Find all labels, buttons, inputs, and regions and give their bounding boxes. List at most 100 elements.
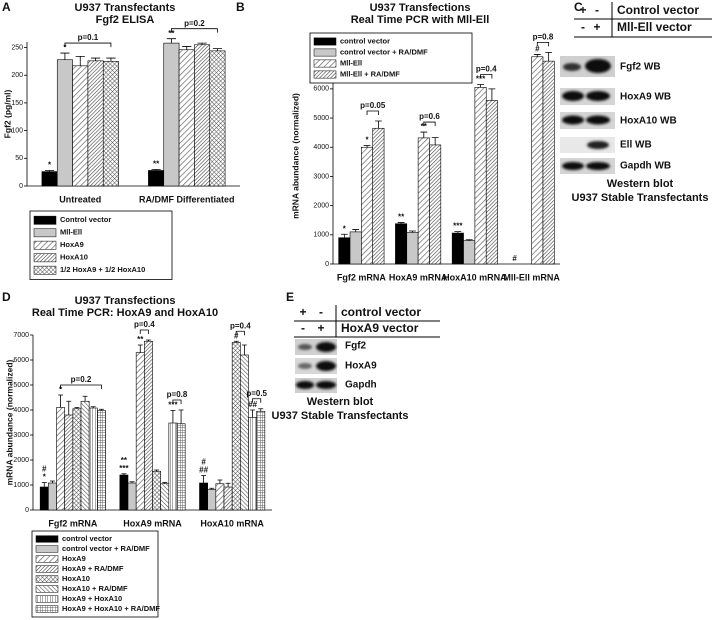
legend-label: control vector + RA/DMF <box>62 544 150 553</box>
chart-title: U937 Transfections <box>370 2 471 14</box>
bar <box>72 408 82 511</box>
error-bar <box>477 84 484 88</box>
significance-mark: ** <box>398 213 405 222</box>
p-value-label: p=0.4 <box>476 65 497 74</box>
bar <box>231 342 241 511</box>
significance-mark: ** <box>153 159 160 168</box>
bar <box>463 240 476 265</box>
significance-mark: ## <box>248 400 257 409</box>
error-bar <box>166 38 177 44</box>
error-bar <box>420 131 428 138</box>
error-bar <box>545 51 553 62</box>
significance-mark: *** <box>453 222 463 231</box>
panel-letter: E <box>286 290 294 304</box>
y-tick-label: 0 <box>25 507 29 514</box>
y-tick-label: 7000 <box>13 332 29 339</box>
error-bar <box>145 339 151 342</box>
legend-swatch <box>313 59 337 68</box>
significance-mark: ## <box>199 466 208 475</box>
blot-c: + - Control vector - + Mll-Ell vector Fg… <box>560 2 712 204</box>
legend-box <box>309 32 473 84</box>
y-tick-label: 1000 <box>313 232 329 239</box>
legend-label: HoxA9 <box>62 554 86 563</box>
y-tick-label: 2000 <box>313 202 329 209</box>
p-value-bracket <box>139 329 149 334</box>
error-bar <box>258 408 264 412</box>
blot-band <box>298 363 312 369</box>
lane-sign: - <box>319 305 323 319</box>
p-value-label: p=0.8 <box>167 390 188 399</box>
legend-label: Control vector <box>60 215 111 224</box>
significance-mark: * <box>59 385 63 394</box>
x-tick-label: Untreated <box>59 194 101 204</box>
error-bar <box>363 145 371 148</box>
y-axis-label: Fgf2 (pg/ml) <box>2 90 12 139</box>
blot-band <box>296 381 314 389</box>
bar <box>240 354 249 511</box>
error-bar <box>374 120 382 129</box>
significance-mark: ** <box>168 29 175 38</box>
band-label: Fgf2 WB <box>620 62 661 73</box>
bar <box>429 144 442 265</box>
error-bar <box>162 482 168 484</box>
bar <box>248 417 257 511</box>
p-value-label: p=0.5 <box>246 389 267 398</box>
y-tick-label: 6000 <box>13 357 29 364</box>
blot-band <box>562 162 584 170</box>
legend-label: control vector <box>62 534 112 543</box>
bar <box>56 59 73 187</box>
panel-letter: B <box>236 0 245 14</box>
blot-band <box>298 344 312 350</box>
legend-swatch <box>35 565 59 573</box>
error-bar <box>209 487 215 490</box>
blot-caption: Western blot <box>607 178 674 190</box>
error-bar <box>178 409 184 424</box>
legend-swatch <box>35 575 59 583</box>
error-bar <box>106 57 116 62</box>
y-tick-label: 200 <box>11 72 23 79</box>
legend-swatch <box>35 605 59 613</box>
bar <box>144 340 153 511</box>
bar <box>349 231 362 265</box>
p-value-bracket <box>366 110 379 115</box>
significance-mark: # <box>535 45 540 54</box>
error-bar <box>197 42 207 45</box>
error-bar <box>533 54 541 57</box>
legend-label: HoxA10 <box>62 574 90 583</box>
error-bar <box>217 479 223 484</box>
bar <box>48 482 57 511</box>
lane-sign: - <box>301 321 305 335</box>
error-bar <box>121 473 127 475</box>
y-tick-label: 3000 <box>313 173 329 180</box>
p-value-bracket <box>423 121 436 127</box>
lane-sign: - <box>595 3 599 17</box>
legend-label: HoxA10 + RA/DMF <box>62 584 128 593</box>
y-tick-label: 6000 <box>313 86 329 93</box>
bar <box>361 146 374 265</box>
error-bar <box>66 400 72 415</box>
header-label: control vector <box>341 305 421 319</box>
significance-mark: # <box>201 458 206 467</box>
x-tick-label: Mll-Ell mRNA <box>503 272 560 282</box>
p-value-label: p=0.05 <box>360 101 386 110</box>
significance-mark: * <box>48 161 52 170</box>
significance-mark: * <box>365 136 369 145</box>
error-bar <box>397 222 405 224</box>
blot-caption: U937 Stable Transfectants <box>272 410 409 422</box>
significance-mark: # <box>512 254 517 263</box>
y-tick-label: 100 <box>11 127 23 134</box>
blot-e: + - control vector - + HoxA9 vector Fgf2… <box>272 305 440 422</box>
bar <box>87 60 104 187</box>
legend-label: Mll-Ell + RA/DMF <box>340 69 400 78</box>
x-tick-label: HoxA10 mRNA <box>443 272 507 282</box>
error-bar <box>340 233 348 238</box>
error-bar <box>182 46 192 50</box>
p-value-bracket <box>235 330 245 336</box>
header-label: HoxA9 vector <box>341 321 419 335</box>
p-value-label: p=0.1 <box>78 33 99 42</box>
x-tick-label: Fgf2 mRNA <box>337 272 386 282</box>
significance-mark: * <box>343 224 347 233</box>
error-bar <box>352 229 360 232</box>
error-bar <box>212 48 223 51</box>
